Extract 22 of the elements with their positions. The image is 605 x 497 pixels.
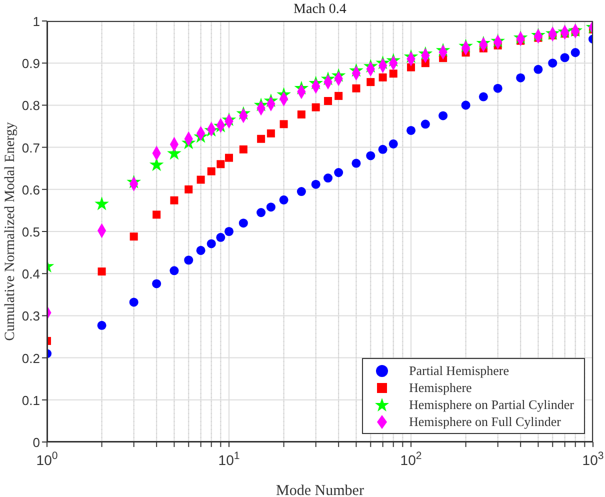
x-tick-label: 10$^{2}$ <box>400 450 422 468</box>
y-tick-label: 0.7 <box>22 140 40 156</box>
chart-title: Mach 0.4 <box>292 2 348 18</box>
y-tick-label: 0 <box>32 435 40 450</box>
y-tick-label: 1 <box>32 14 40 29</box>
legend-label: Partial Hemisphere <box>409 362 509 379</box>
legend-label: Hemisphere on Full Cylinder <box>409 413 562 430</box>
legend-label: Hemisphere <box>409 379 472 396</box>
y-axis-title: Cumulative Normalized Modal Energy <box>3 122 18 341</box>
legend-label: Hemisphere on Partial Cylinder <box>409 396 574 413</box>
y-tick-label: 0.5 <box>22 224 40 240</box>
x-axis-title: Mode Number <box>276 483 364 497</box>
x-tick-label: 10$^{1}$ <box>218 450 240 468</box>
y-tick-label: 0.6 <box>22 182 40 198</box>
y-tick-label: 0.2 <box>22 350 40 366</box>
x-tick-label: 10$^{0}$ <box>36 450 58 468</box>
y-tick-label: 0.8 <box>22 98 40 114</box>
y-tick-label: 0.3 <box>22 308 40 324</box>
y-tick-label: 0.4 <box>22 266 40 282</box>
y-tick-label: 0.9 <box>22 56 40 72</box>
x-tick-label: 10$^{3}$ <box>582 450 604 468</box>
y-tick-label: 0.1 <box>22 392 40 408</box>
